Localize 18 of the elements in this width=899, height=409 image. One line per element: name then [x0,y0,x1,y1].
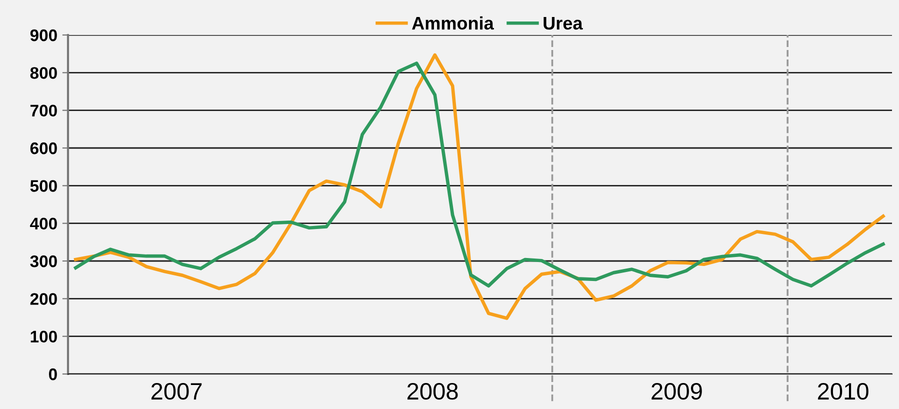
y-tick-label: 0 [48,368,57,380]
legend-label: Urea [544,17,583,30]
y-tick-label: 400 [30,218,57,230]
y-tick-label: 100 [30,330,57,343]
x-tick-label: 2008 [407,382,458,400]
line-series [74,53,885,320]
y-tick-label: 700 [30,104,57,117]
x-tick-label: 2009 [652,382,702,400]
y-tick-label: 300 [30,255,57,268]
y-tick-label: 600 [30,142,57,154]
y-tick-label: 200 [30,293,57,305]
y-tick-label: 500 [30,180,57,192]
line-series [74,62,885,288]
y-tick-label: 900 [30,29,57,42]
y-tick-label: 800 [30,67,57,79]
x-tick-label: 2007 [151,382,202,400]
legend-label: Ammonia [412,16,494,30]
x-tick-label: 2010 [818,382,868,400]
